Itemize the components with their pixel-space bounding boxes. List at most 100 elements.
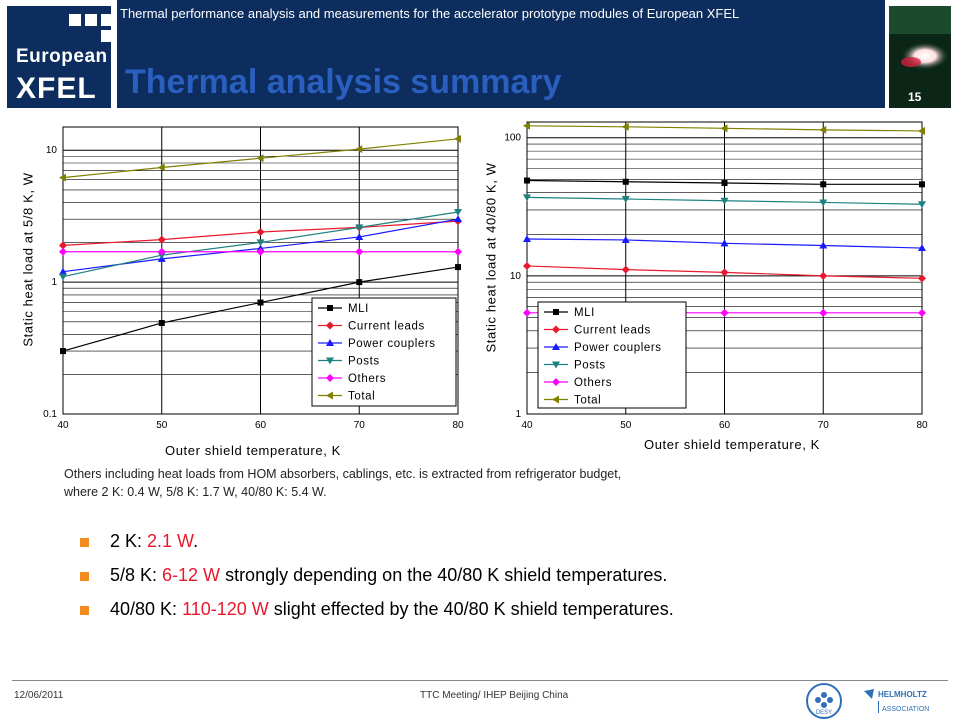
legend-label: Posts: [574, 360, 606, 372]
x-tick-label: 50: [620, 420, 632, 431]
data-point: [720, 124, 728, 133]
legend-marker: [326, 357, 334, 365]
x-tick-label: 60: [255, 420, 267, 431]
bullet-value: 2.1 W: [147, 531, 194, 551]
data-point: [59, 247, 67, 256]
data-point: [523, 261, 531, 270]
legend-marker: [552, 325, 560, 334]
data-point: [919, 181, 925, 188]
legend-marker: [552, 343, 560, 350]
slide-title: Thermal analysis summary: [125, 63, 562, 101]
data-point: [59, 241, 67, 250]
y-tick-label: 100: [504, 133, 521, 144]
data-point: [59, 267, 67, 275]
data-point: [523, 234, 531, 242]
bullet-suffix: .: [193, 531, 199, 551]
bullet-marker: [80, 538, 89, 547]
data-point: [918, 308, 926, 317]
chart-heat-load-40-80k: 40 50 60 70 80 100 10 1 MLI Current leads Power co…: [504, 121, 928, 431]
footer-meeting: TTC Meeting/ IHEP Beijing China: [420, 690, 569, 701]
data-point: [454, 209, 462, 217]
data-point: [720, 308, 729, 317]
bullet-value: 110-120 W: [182, 599, 269, 619]
legend-marker: [326, 374, 334, 382]
data-point: [256, 247, 265, 256]
legend-label: Others: [348, 373, 386, 385]
data-point: [355, 224, 364, 232]
data-point: [356, 279, 363, 286]
x-tick-label: 50: [156, 420, 168, 431]
legend-box: [537, 301, 687, 409]
data-point: [157, 163, 165, 172]
data-point: [819, 199, 828, 207]
legend-marker: [553, 309, 559, 315]
legend-label: Total: [574, 395, 601, 407]
header-bar: [117, 0, 885, 108]
x-tick-label: 70: [354, 420, 366, 431]
legend-label: MLI: [574, 307, 595, 319]
helmholtz-logo: HELMHOLTZ ASSOCIATION: [860, 685, 950, 715]
bullet-value: 6-12 W: [162, 565, 221, 585]
data-point: [621, 265, 630, 274]
data-point: [918, 201, 926, 209]
y-tick-label: 10: [510, 271, 522, 282]
x-tick-label: 40: [521, 420, 533, 431]
y-tick-label: 1: [515, 409, 521, 420]
legend-marker: [326, 339, 334, 346]
european-xfel-logo: European XFEL: [7, 6, 113, 108]
data-point: [256, 227, 265, 236]
x-tick-label: 40: [57, 420, 69, 431]
bullet-prefix: 40/80 K:: [110, 599, 183, 619]
data-point: [157, 235, 166, 244]
x-tick-label: 80: [916, 420, 928, 431]
x-axis-label-left: Outer shield temperature, K: [165, 443, 341, 458]
data-point: [621, 122, 629, 131]
legend-box: [311, 297, 457, 407]
data-point: [621, 235, 630, 243]
data-point: [355, 145, 363, 154]
data-point: [256, 154, 264, 163]
bullet-prefix: 2 K:: [110, 531, 148, 551]
data-point: [820, 181, 827, 188]
data-point: [454, 247, 462, 256]
x-tick-label: 70: [818, 420, 830, 431]
logo-text-european: European: [16, 46, 108, 67]
data-point: [60, 348, 66, 355]
legend-label: Power couplers: [348, 338, 436, 350]
legend-label: Power couplers: [574, 342, 662, 354]
logo-square: [69, 14, 81, 26]
logo-square: [101, 30, 113, 42]
y-tick-label: 10: [46, 145, 58, 156]
y-axis-label-left: Static heat load at 5/8 K, W: [20, 172, 36, 347]
y-axis-label-right: Static heat load at 40/80 K, W: [483, 162, 499, 353]
footer-divider: [12, 680, 948, 681]
legend-marker: [552, 395, 559, 404]
page-number: 15: [908, 90, 922, 104]
data-point: [819, 271, 828, 280]
presentation-subtitle: Thermal performance analysis and measure…: [120, 6, 740, 21]
desy-logo: DESY: [806, 683, 842, 719]
bullet-suffix: strongly depending on the 40/80 K shield…: [220, 565, 668, 585]
data-point: [721, 180, 728, 187]
data-point: [355, 247, 364, 256]
bullet-prefix: 5/8 K:: [110, 565, 163, 585]
x-axis-label-right: Outer shield temperature, K: [644, 437, 820, 452]
data-point: [454, 134, 461, 143]
data-point: [524, 177, 530, 184]
data-point: [157, 247, 166, 256]
x-tick-label: 60: [719, 420, 731, 431]
bullet-marker: [80, 572, 89, 581]
legend-marker: [326, 321, 334, 330]
footer-date: 12/06/2011: [14, 690, 64, 701]
data-point: [918, 244, 926, 252]
accelerator-photo-image: [889, 6, 951, 108]
desy-logo-icon: DESY: [815, 692, 833, 716]
data-point: [355, 232, 364, 240]
legend-label: Current leads: [348, 321, 425, 333]
logo-square: [85, 14, 97, 26]
data-point: [455, 264, 461, 271]
data-point: [918, 126, 925, 135]
data-point: [523, 121, 530, 130]
legend-marker: [552, 361, 560, 369]
x-tick-label: 80: [452, 420, 464, 431]
